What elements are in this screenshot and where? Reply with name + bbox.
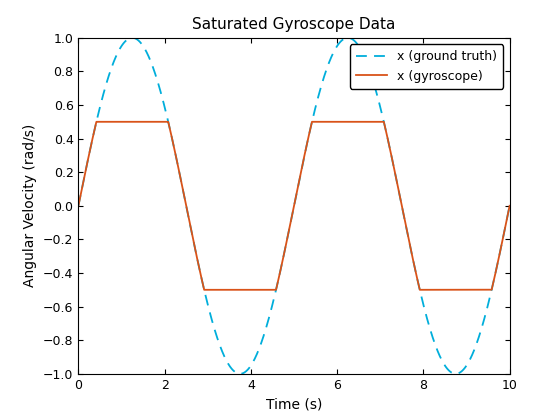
x (gyroscope) [75,203,82,208]
x (gyroscope) [506,203,513,208]
x (gyroscope) [356,119,362,124]
x (ground truth) [397,196,404,201]
x (gyroscope) [430,287,436,292]
X-axis label: Time (s): Time (s) [266,397,322,411]
x (ground truth) [240,370,246,375]
x (ground truth) [129,35,136,40]
x (gyroscope) [93,119,100,124]
x (gyroscope) [240,287,247,292]
x (ground truth) [430,336,436,341]
Line: x (gyroscope): x (gyroscope) [78,122,510,290]
x (ground truth) [506,203,513,208]
x (ground truth) [75,203,82,208]
Legend: x (ground truth), x (gyroscope): x (ground truth), x (gyroscope) [349,44,503,89]
x (gyroscope) [201,287,208,292]
x (ground truth) [153,76,160,81]
x (gyroscope) [153,119,160,124]
Title: Saturated Gyroscope Data: Saturated Gyroscope Data [192,18,396,32]
Y-axis label: Angular Velocity (rad/s): Angular Velocity (rad/s) [24,124,38,287]
x (ground truth) [452,371,459,376]
x (gyroscope) [334,119,340,124]
Line: x (ground truth): x (ground truth) [78,38,510,374]
x (ground truth) [356,44,362,49]
x (ground truth) [334,44,340,49]
x (gyroscope) [397,196,404,201]
